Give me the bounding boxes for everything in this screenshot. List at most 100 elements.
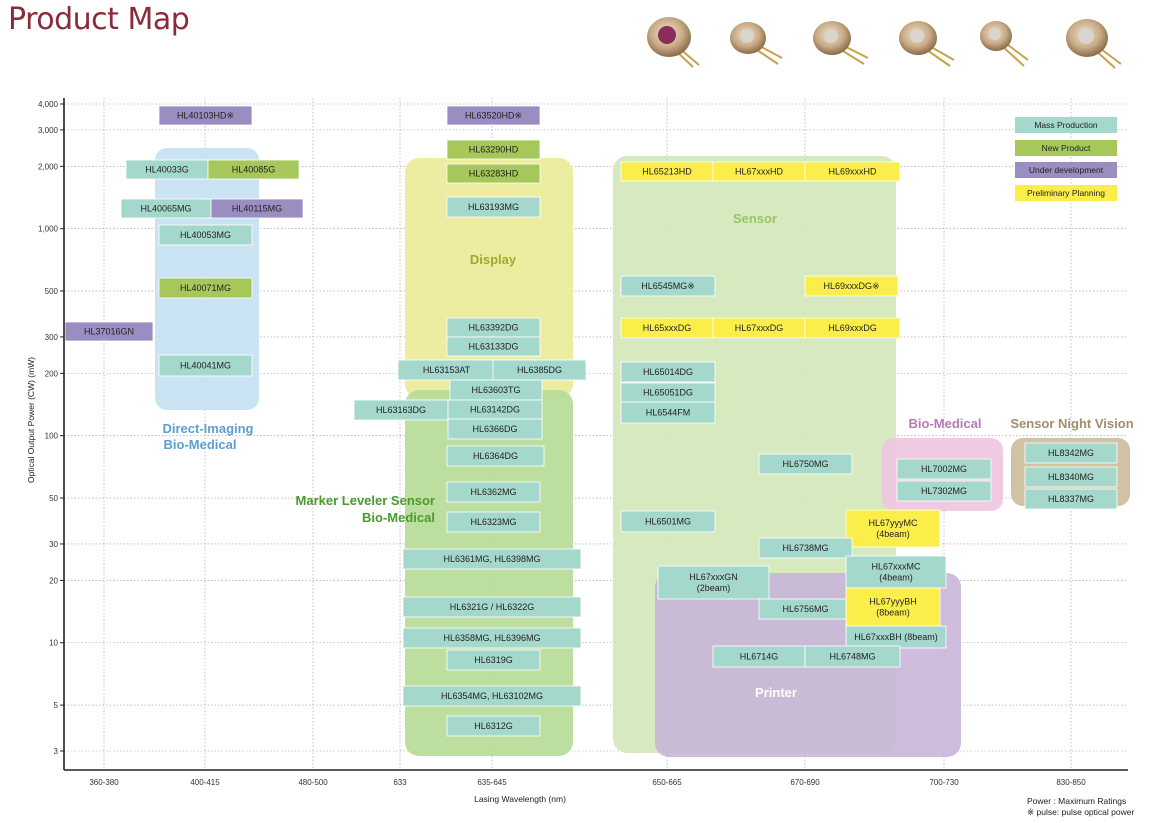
y-tick-label: 4,000 [38, 100, 59, 109]
x-tick-label: 670-690 [790, 778, 820, 787]
product-boxes: HL40103HD※ HL63520HD※ HL63290HD HL40033G HL4… [64, 105, 1118, 737]
region-label: Direct-Imaging [162, 421, 253, 436]
product-label: (4beam) [879, 573, 913, 583]
page-title: Product Map [8, 2, 190, 37]
product-box: HL7002MG [896, 458, 992, 480]
product-box: HL6756MG [758, 598, 853, 620]
laser-diode-icon-1 [647, 17, 700, 68]
product-label: HL6366DG [472, 424, 517, 434]
y-tick-label: 10 [49, 639, 58, 648]
product-box: HL67xxxDG [712, 317, 806, 339]
region-backgrounds [155, 148, 1130, 757]
product-box: HL67xxxMC(4beam) [845, 555, 947, 589]
product-label: HL65051DG [643, 388, 693, 398]
product-box: HL63163DG [353, 399, 449, 421]
product-box: HL8340MG [1024, 466, 1118, 488]
product-box: HL67yyyBH(8beam) [845, 587, 941, 627]
legend-item: Mass Production [1015, 117, 1117, 133]
product-box: HL6750MG [758, 453, 853, 475]
y-tick-label: 2,000 [38, 162, 59, 171]
svg-text:New Product: New Product [1042, 143, 1091, 153]
product-box: HL67xxxHD [712, 161, 806, 182]
product-label: HL6545MG※ [641, 281, 695, 291]
axes: 4,000 3,000 2,000 1,000 500 300 200 100 50 30 20 10… [26, 98, 1128, 804]
product-box: HL69xxxDG※ [804, 275, 899, 297]
product-label: HL63163DG [376, 405, 426, 415]
product-box: HL65051DG [620, 382, 716, 403]
product-label: HL40085G [232, 165, 276, 175]
x-tick-label: 830-850 [1056, 778, 1086, 787]
x-tick-label: 700-730 [929, 778, 959, 787]
x-axis-title: Lasing Wavelength (nm) [474, 794, 566, 804]
product-label: HL40115MG [232, 204, 282, 214]
y-tick-label: 300 [45, 333, 59, 342]
product-label: HL65213HD [642, 167, 692, 177]
product-label: HL65xxxDG [643, 323, 692, 333]
product-label: HL6354MG, HL63102MG [441, 691, 543, 701]
product-label: HL6321G / HL6322G [450, 602, 535, 612]
product-box: HL40085G [207, 159, 300, 180]
product-box: HL6312G [446, 715, 541, 737]
product-label: HL6748MG [829, 652, 875, 662]
product-box: HL6501MG [620, 510, 716, 533]
product-box: HL63290HD [446, 139, 541, 160]
x-tick-label: 360-380 [89, 778, 119, 787]
y-tick-label: 1,000 [38, 225, 59, 234]
product-label: HL67xxxGN [689, 572, 738, 582]
region-label: Bio-Medical [362, 510, 435, 525]
product-label: HL40041MG [180, 361, 231, 371]
product-label: HL40033G [145, 165, 189, 175]
product-box: HL6358MG, HL6396MG [402, 627, 582, 649]
product-box: HL6321G / HL6322G [402, 596, 582, 618]
product-box: HL6545MG※ [620, 275, 716, 297]
y-tick-label: 20 [49, 576, 58, 585]
product-box: HL6544FM [620, 401, 716, 424]
svg-text:Under development: Under development [1029, 165, 1104, 175]
product-label: HL63153AT [423, 365, 471, 375]
legend: Mass Production New Product Under developm… [1015, 117, 1117, 201]
product-label: (8beam) [876, 608, 910, 618]
product-box: HL67xxxGN(2beam) [657, 565, 770, 600]
region-label: Sensor Night Vision [1010, 416, 1133, 431]
product-box: HL40053MG [158, 224, 253, 246]
product-box: HL40041MG [158, 354, 253, 377]
product-label: HL6750MG [782, 459, 828, 469]
product-box: HL63283HD [446, 163, 541, 184]
product-box: HL6714G [712, 645, 806, 668]
product-label: HL8342MG [1048, 448, 1094, 458]
product-label: HL6714G [740, 652, 779, 662]
product-label: HL40071MG [180, 283, 231, 293]
product-label: HL69xxxDG※ [823, 281, 879, 291]
product-label: HL6364DG [473, 451, 518, 461]
product-box: HL6354MG, HL63102MG [402, 685, 582, 707]
product-label: HL67yyyMC [868, 518, 918, 528]
note-power: Power : Maximum Ratings [1027, 796, 1126, 806]
x-tick-label: 400-415 [190, 778, 220, 787]
svg-text:Preliminary Planning: Preliminary Planning [1027, 188, 1105, 198]
product-box: HL40071MG [158, 277, 253, 299]
product-box: HL6319G [446, 649, 541, 671]
legend-item: New Product [1015, 140, 1117, 156]
note-pulse: ※ pulse: pulse optical power [1027, 807, 1134, 817]
product-box: HL63603TG [449, 379, 543, 401]
product-box: HL6366DG [447, 418, 543, 440]
svg-text:Mass Production: Mass Production [1034, 120, 1098, 130]
product-box: HL6364DG [446, 445, 545, 467]
product-box: HL6738MG [758, 537, 853, 559]
x-tick-label: 635-645 [477, 778, 507, 787]
product-label: HL63133DG [468, 342, 518, 352]
product-label: HL40065MG [140, 204, 191, 214]
product-label: HL69xxxHD [828, 167, 877, 177]
legend-item: Preliminary Planning [1015, 185, 1117, 201]
product-label: HL6323MG [470, 517, 516, 527]
product-box: HL6362MG [446, 481, 541, 503]
product-label: HL8340MG [1048, 472, 1094, 482]
product-label: HL65014DG [643, 367, 693, 377]
product-box: HL40115MG [210, 198, 304, 219]
product-label: HL67xxxDG [735, 323, 784, 333]
notes: Power : Maximum Ratings※ pulse: pulse op… [1027, 796, 1134, 817]
product-label: HL40103HD※ [177, 111, 234, 121]
y-tick-label: 3,000 [38, 126, 59, 135]
product-box: HL63142DG [447, 399, 543, 420]
